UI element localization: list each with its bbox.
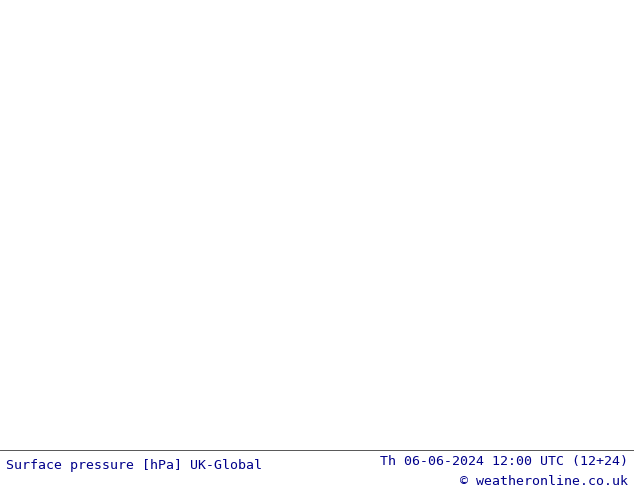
- Text: Th 06-06-2024 12:00 UTC (12+24): Th 06-06-2024 12:00 UTC (12+24): [380, 455, 628, 467]
- Text: © weatheronline.co.uk: © weatheronline.co.uk: [460, 475, 628, 488]
- Text: Surface pressure [hPa] UK-Global: Surface pressure [hPa] UK-Global: [6, 460, 262, 472]
